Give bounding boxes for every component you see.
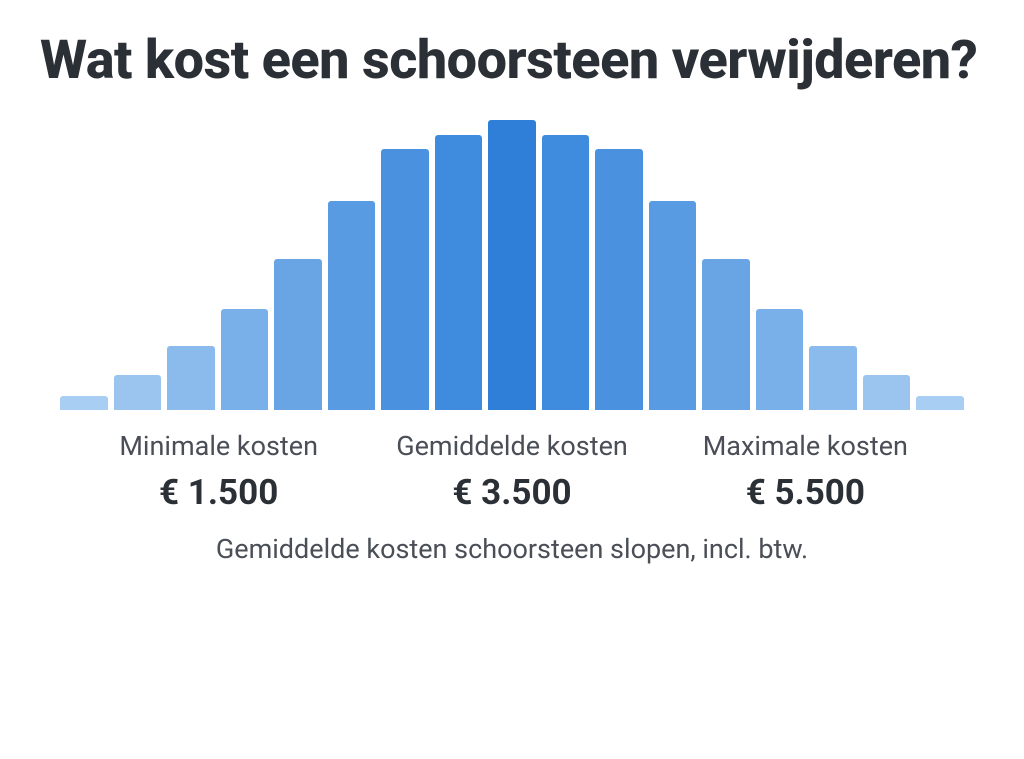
chart-bar	[114, 375, 162, 410]
chart-bar	[595, 149, 643, 410]
chart-bar	[649, 201, 697, 410]
stat-max: Maximale kosten € 5.500	[659, 430, 952, 513]
stat-max-value: € 5.500	[659, 472, 952, 513]
chart-bar	[542, 135, 590, 411]
chart-bar	[702, 259, 750, 410]
stat-max-label: Maximale kosten	[659, 430, 952, 462]
chart-bars	[60, 120, 964, 410]
chart-caption: Gemiddelde kosten schoorsteen slopen, in…	[60, 533, 964, 565]
chart-bar	[167, 346, 215, 410]
chart-bar	[274, 259, 322, 410]
page-title: Wat kost een schoorsteen verwijderen?	[40, 30, 984, 92]
stat-avg: Gemiddelde kosten € 3.500	[365, 430, 658, 513]
stat-avg-value: € 3.500	[365, 472, 658, 513]
stats-row: Minimale kosten € 1.500 Gemiddelde koste…	[60, 430, 964, 513]
chart-bar	[60, 396, 108, 411]
stat-min-label: Minimale kosten	[72, 430, 365, 462]
chart-bar	[221, 309, 269, 411]
chart-bar	[488, 120, 536, 410]
stat-min: Minimale kosten € 1.500	[72, 430, 365, 513]
chart-bar	[435, 135, 483, 411]
price-distribution-chart: Minimale kosten € 1.500 Gemiddelde koste…	[40, 120, 984, 565]
chart-bar	[328, 201, 376, 410]
chart-bar	[916, 396, 964, 411]
stat-avg-label: Gemiddelde kosten	[365, 430, 658, 462]
chart-bar	[863, 375, 911, 410]
stat-min-value: € 1.500	[72, 472, 365, 513]
chart-bar	[809, 346, 857, 410]
chart-bar	[756, 309, 804, 411]
chart-bar	[381, 149, 429, 410]
